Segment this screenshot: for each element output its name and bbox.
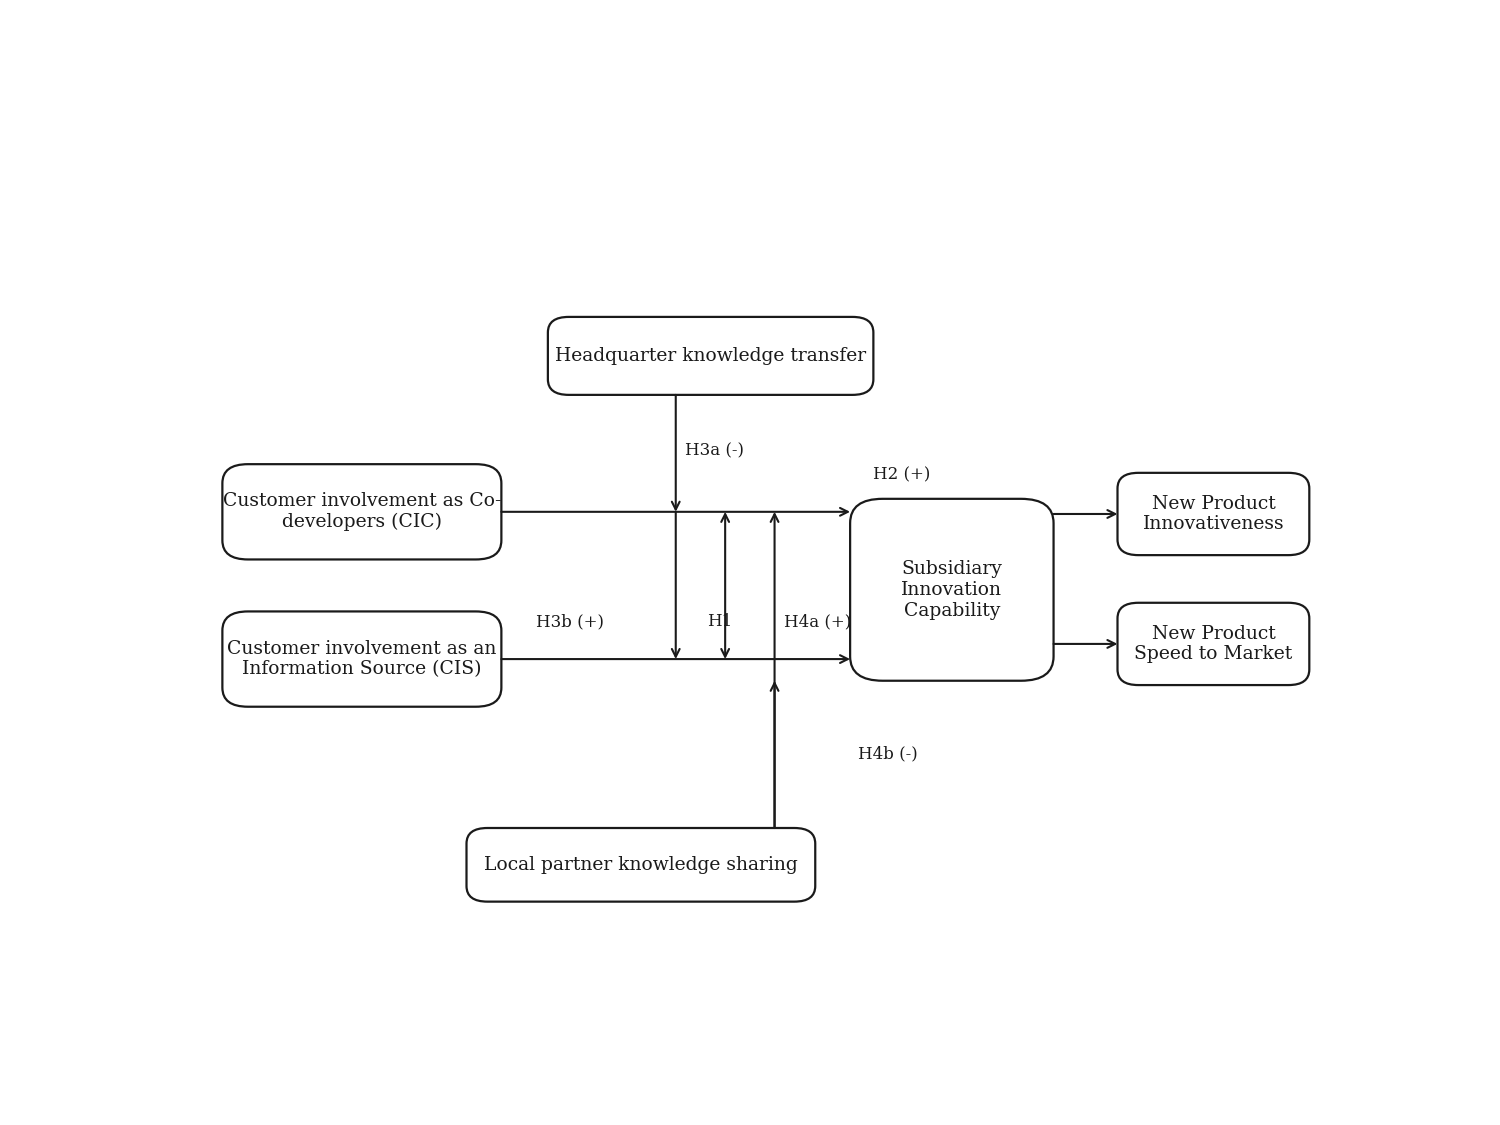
Text: Customer involvement as an
Information Source (CIS): Customer involvement as an Information S… bbox=[226, 640, 497, 678]
Text: Subsidiary
Innovation
Capability: Subsidiary Innovation Capability bbox=[902, 560, 1002, 620]
Text: H3b (+): H3b (+) bbox=[537, 613, 604, 630]
FancyBboxPatch shape bbox=[466, 828, 816, 901]
Text: Headquarter knowledge transfer: Headquarter knowledge transfer bbox=[555, 346, 866, 364]
Text: H1: H1 bbox=[708, 613, 732, 630]
Text: H2 (+): H2 (+) bbox=[873, 466, 930, 483]
Text: Local partner knowledge sharing: Local partner knowledge sharing bbox=[484, 856, 798, 874]
Text: New Product
Speed to Market: New Product Speed to Market bbox=[1134, 624, 1293, 664]
Text: Customer involvement as Co-
developers (CIC): Customer involvement as Co- developers (… bbox=[222, 493, 501, 531]
FancyBboxPatch shape bbox=[1118, 472, 1310, 555]
FancyBboxPatch shape bbox=[222, 465, 501, 559]
FancyBboxPatch shape bbox=[222, 612, 501, 706]
Text: H4b (-): H4b (-) bbox=[858, 746, 918, 763]
Text: H3a (-): H3a (-) bbox=[686, 442, 744, 460]
Text: H4a (+): H4a (+) bbox=[784, 613, 850, 630]
FancyBboxPatch shape bbox=[1118, 603, 1310, 685]
FancyBboxPatch shape bbox=[548, 317, 873, 395]
Text: New Product
Innovativeness: New Product Innovativeness bbox=[1143, 495, 1284, 533]
FancyBboxPatch shape bbox=[850, 498, 1053, 681]
